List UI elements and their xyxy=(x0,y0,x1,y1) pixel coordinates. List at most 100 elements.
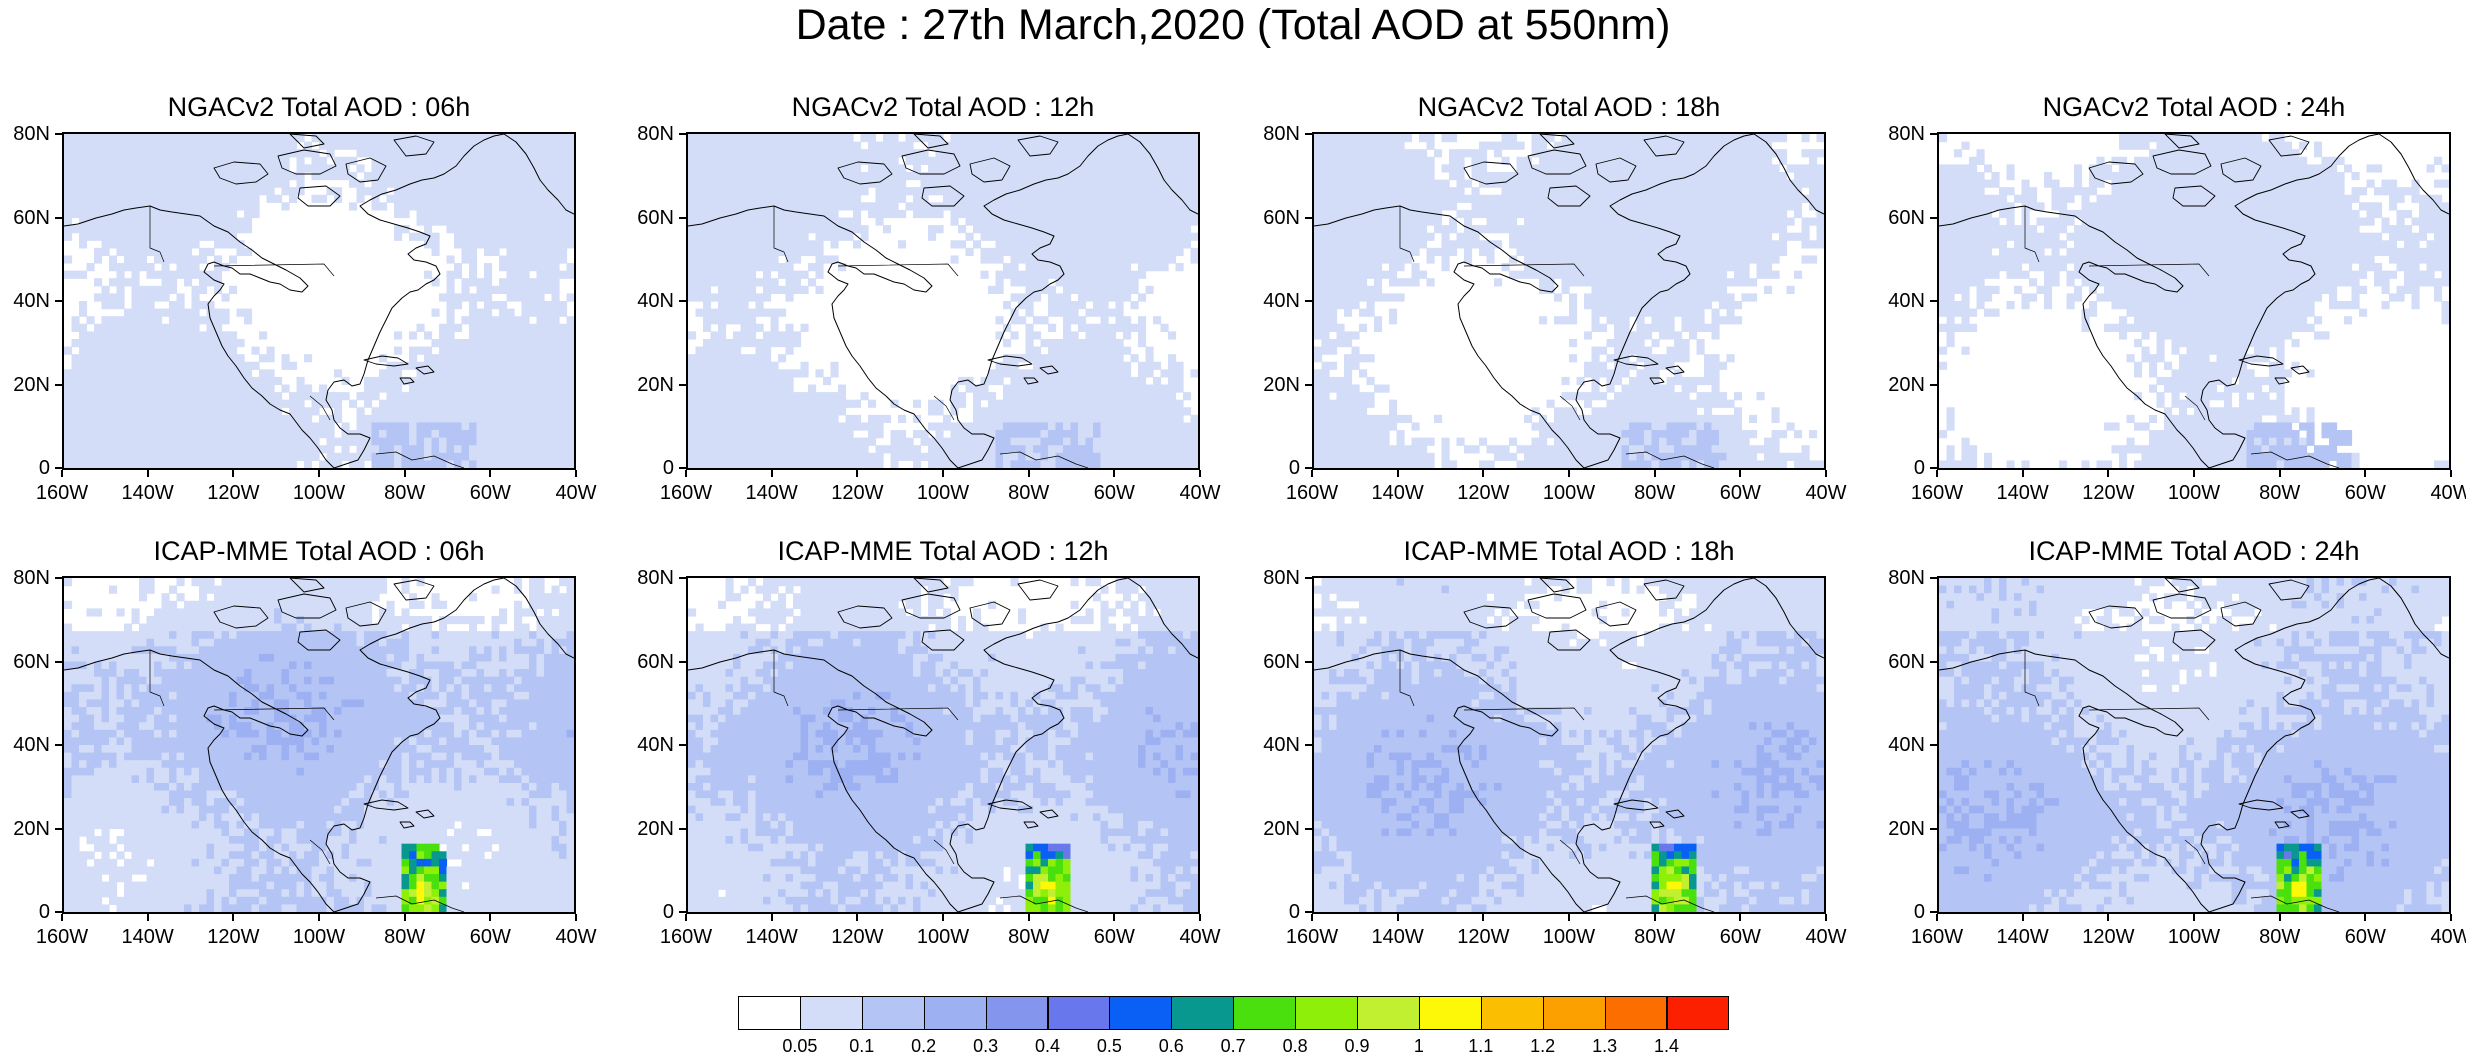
lon-tick xyxy=(2021,914,2024,921)
island-outline xyxy=(2268,579,2310,601)
lon-label: 40W xyxy=(2430,926,2466,948)
coastline xyxy=(64,578,505,912)
lat-tick xyxy=(55,467,62,469)
colorbar-label: 0.4 xyxy=(1034,1036,1061,1056)
lon-tick xyxy=(489,470,492,477)
colorbar-swatch xyxy=(1171,996,1235,1030)
island-outline xyxy=(2152,149,2212,175)
lat-label: 60N xyxy=(13,206,50,229)
map-panel: NGACv2 Total AOD : 06h 80N 60N 40N 20N 0 160W 1… xyxy=(13,92,596,512)
aod-map xyxy=(64,134,574,468)
colorbar-swatch xyxy=(1047,996,1111,1030)
island-outline xyxy=(1595,601,1637,627)
lat-tick xyxy=(1930,577,1937,579)
lon-tick xyxy=(685,914,687,921)
island-outline xyxy=(1613,355,1659,367)
colorbar-label: 1 xyxy=(1413,1036,1424,1056)
island-outline xyxy=(399,377,415,385)
map-frame xyxy=(62,132,576,470)
aod-map xyxy=(1314,134,1824,468)
aod-field xyxy=(688,578,1198,912)
coastline xyxy=(688,578,1129,912)
lat-label: 60N xyxy=(1263,206,1300,229)
lon-tick xyxy=(1482,914,1485,921)
country-border xyxy=(1559,839,1581,865)
aod-field xyxy=(64,134,574,468)
lat-label: 0 xyxy=(1288,457,1300,479)
island-outline xyxy=(277,593,337,619)
colorbar-label: 1.2 xyxy=(1530,1036,1556,1056)
greenland-coastline xyxy=(2378,134,2449,215)
colorbar-swatch xyxy=(1295,996,1358,1030)
lon-label: 160W xyxy=(659,482,713,504)
country-border xyxy=(2184,839,2206,865)
lon-tick xyxy=(685,470,687,477)
lon-label: 80W xyxy=(1008,482,1050,504)
lat-tick xyxy=(1305,827,1312,830)
island-outline xyxy=(1665,809,1685,819)
map-panel: ICAP-MME Total AOD : 24h 80N 60N 40N 20N 0 160… xyxy=(1888,536,2466,956)
map-frame xyxy=(1937,576,2451,914)
lat-tick xyxy=(1930,744,1937,746)
lon-label: 120W xyxy=(831,482,884,504)
lat-tick xyxy=(55,744,62,746)
lon-tick xyxy=(1199,470,1201,477)
island-outline xyxy=(2172,185,2216,207)
aod-map xyxy=(1939,134,2449,468)
map-panel: ICAP-MME Total AOD : 18h 80N 60N 40N 20N 0 160… xyxy=(1263,536,1846,956)
lat-label: 0 xyxy=(662,457,674,479)
lat-label: 20N xyxy=(13,817,50,840)
island-outline xyxy=(277,149,337,175)
lon-label: 80W xyxy=(2259,482,2301,504)
island-outline xyxy=(837,161,893,185)
lon-tick xyxy=(232,914,235,921)
lon-tick xyxy=(1568,914,1570,921)
lon-label: 100W xyxy=(916,482,970,504)
lat-label: 80N xyxy=(637,123,674,145)
map-panel: ICAP-MME Total AOD : 12h 80N 60N 40N 20N 0 160… xyxy=(637,536,1220,956)
island-outline xyxy=(1527,593,1587,619)
island-outline xyxy=(2290,809,2310,819)
lon-label: 80W xyxy=(1634,482,1676,504)
greenland-coastline xyxy=(1127,578,1198,659)
island-outline xyxy=(2164,578,2200,593)
lon-label: 80W xyxy=(384,482,426,504)
country-border xyxy=(1559,395,1581,421)
lat-label: 60N xyxy=(13,650,50,673)
lon-label: 160W xyxy=(659,926,713,948)
lat-label: 80N xyxy=(1263,567,1300,589)
lon-label: 100W xyxy=(292,482,346,504)
lon-label: 80W xyxy=(1008,926,1050,948)
colorbar-label: 0.5 xyxy=(1096,1036,1122,1056)
island-outline xyxy=(913,134,949,149)
colorbar-label: 0.1 xyxy=(849,1036,875,1056)
panel-title: NGACv2 Total AOD : 24h xyxy=(2042,92,2346,122)
lat-label: 80N xyxy=(1888,567,1925,589)
lat-label: 0 xyxy=(38,457,50,479)
island-outline xyxy=(1643,579,1685,601)
greenland-coastline xyxy=(1753,134,1824,215)
lat-tick xyxy=(1305,577,1312,579)
lat-label: 20N xyxy=(1263,373,1300,396)
colorbar-swatch xyxy=(923,996,987,1030)
aod-field xyxy=(1314,134,1824,468)
lon-tick xyxy=(2278,914,2281,921)
island-outline xyxy=(213,605,269,629)
panel-title: NGACv2 Total AOD : 18h xyxy=(1417,92,1721,122)
lon-label: 80W xyxy=(2259,926,2301,948)
island-outline xyxy=(1547,185,1591,207)
island-outline xyxy=(1643,135,1685,157)
lat-tick xyxy=(1930,383,1937,386)
lon-label: 120W xyxy=(2082,926,2135,948)
island-outline xyxy=(1539,134,1575,149)
colorbar-label: 0.7 xyxy=(1220,1036,1246,1056)
lon-label: 60W xyxy=(469,482,511,504)
island-outline xyxy=(1017,579,1059,601)
panel-title: NGACv2 Total AOD : 06h xyxy=(167,92,471,122)
main-title: Date : 27th March,2020 (Total AOD at 550… xyxy=(795,1,1671,49)
aod-field xyxy=(1939,134,2449,468)
island-outline xyxy=(987,799,1033,811)
lon-tick xyxy=(1311,914,1313,921)
lat-label: 20N xyxy=(1888,817,1925,840)
lat-tick xyxy=(1305,660,1312,663)
